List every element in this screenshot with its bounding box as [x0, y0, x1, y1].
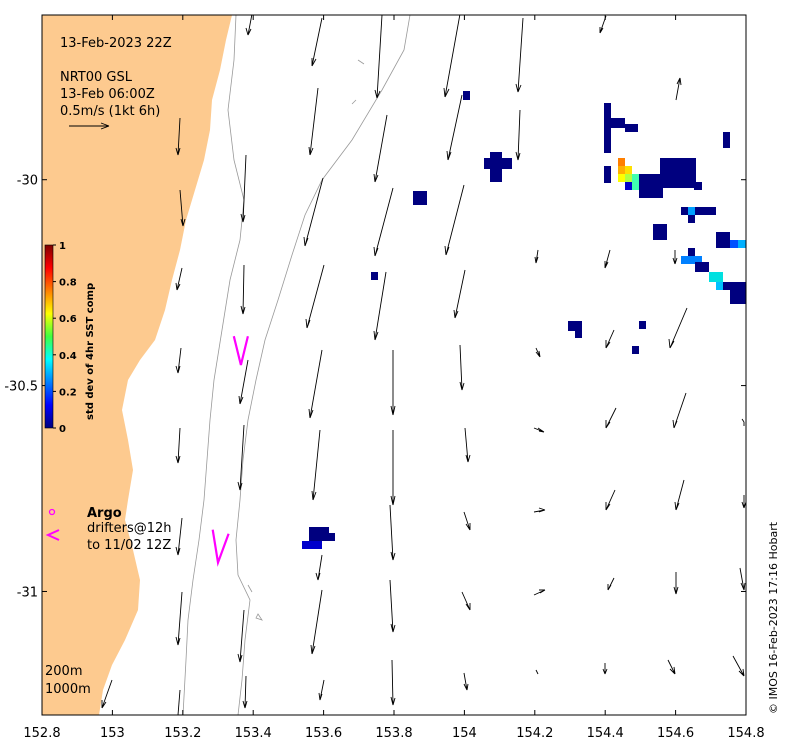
y-tick-label: -30: [17, 174, 38, 189]
y-axis: -30 -30.5 -31: [4, 174, 746, 600]
colorbar: [44, 244, 54, 429]
argo-marker-icon: [48, 508, 56, 516]
isobath-200m: [182, 15, 245, 715]
x-tick-label: 152.8: [23, 726, 60, 741]
product-label: NRT00 GSL: [60, 70, 133, 85]
isobath-1000m: [235, 15, 411, 715]
isobath-200m-label: 200m: [45, 664, 82, 679]
scale-arrow-icon: [69, 122, 110, 130]
drifter-track: [211, 529, 230, 567]
y-tick-label: -30.5: [4, 380, 38, 395]
x-tick-label: 154.8: [727, 726, 764, 741]
y-tick-label: -31: [17, 585, 38, 600]
colorbar-tick-label: 0.4: [59, 351, 77, 362]
x-axis: 152.8 153 153.2 153.4 153.6 153.8 154 154.2 154.…: [23, 15, 765, 741]
legend-drifters-period: to 11/02 12Z: [87, 538, 171, 553]
valid-time-label: 13-Feb-2023 22Z: [60, 36, 172, 51]
isobath-1000m-label: 1000m: [45, 682, 91, 697]
x-tick-label: 154.4: [587, 726, 624, 741]
scale-label: 0.5m/s (1kt 6h): [60, 104, 160, 119]
isobath-1000m-detail: [247, 59, 365, 621]
x-tick-label: 153.4: [235, 726, 272, 741]
drifter-track: [232, 335, 249, 366]
colorbar-title: std dev of 4hr SST comp: [85, 283, 96, 420]
drifter-tracks: [211, 335, 249, 567]
x-tick-label: 153.8: [375, 726, 412, 741]
sst-stddev-patches: [302, 91, 746, 549]
drifter-marker-icon: [45, 529, 60, 541]
x-tick-label: 153.6: [305, 726, 342, 741]
land-mass: [42, 15, 232, 715]
x-tick-label: 153: [100, 726, 125, 741]
colorbar-tick-label: 1: [59, 241, 66, 252]
colorbar-tick-label: 0.2: [59, 387, 77, 398]
colorbar-tick-label: 0: [59, 424, 66, 435]
credit-text: © IMOS 16-Feb-2023 17:16 Hobart: [767, 521, 780, 714]
x-tick-label: 153.2: [164, 726, 201, 741]
colorbar-ticks: 0 0.2 0.4 0.6 0.8 1: [53, 241, 77, 435]
legend-argo-label: Argo: [87, 506, 122, 521]
colorbar-tick-label: 0.8: [59, 278, 77, 289]
x-tick-label: 154.2: [516, 726, 553, 741]
colorbar-tick-label: 0.6: [59, 314, 77, 325]
x-tick-label: 154: [452, 726, 477, 741]
analysis-time-label: 13-Feb 06:00Z: [60, 87, 155, 102]
legend-drifters-label: drifters@12h: [87, 521, 172, 536]
x-tick-label: 154.6: [657, 726, 694, 741]
current-vectors: [101, 15, 746, 715]
